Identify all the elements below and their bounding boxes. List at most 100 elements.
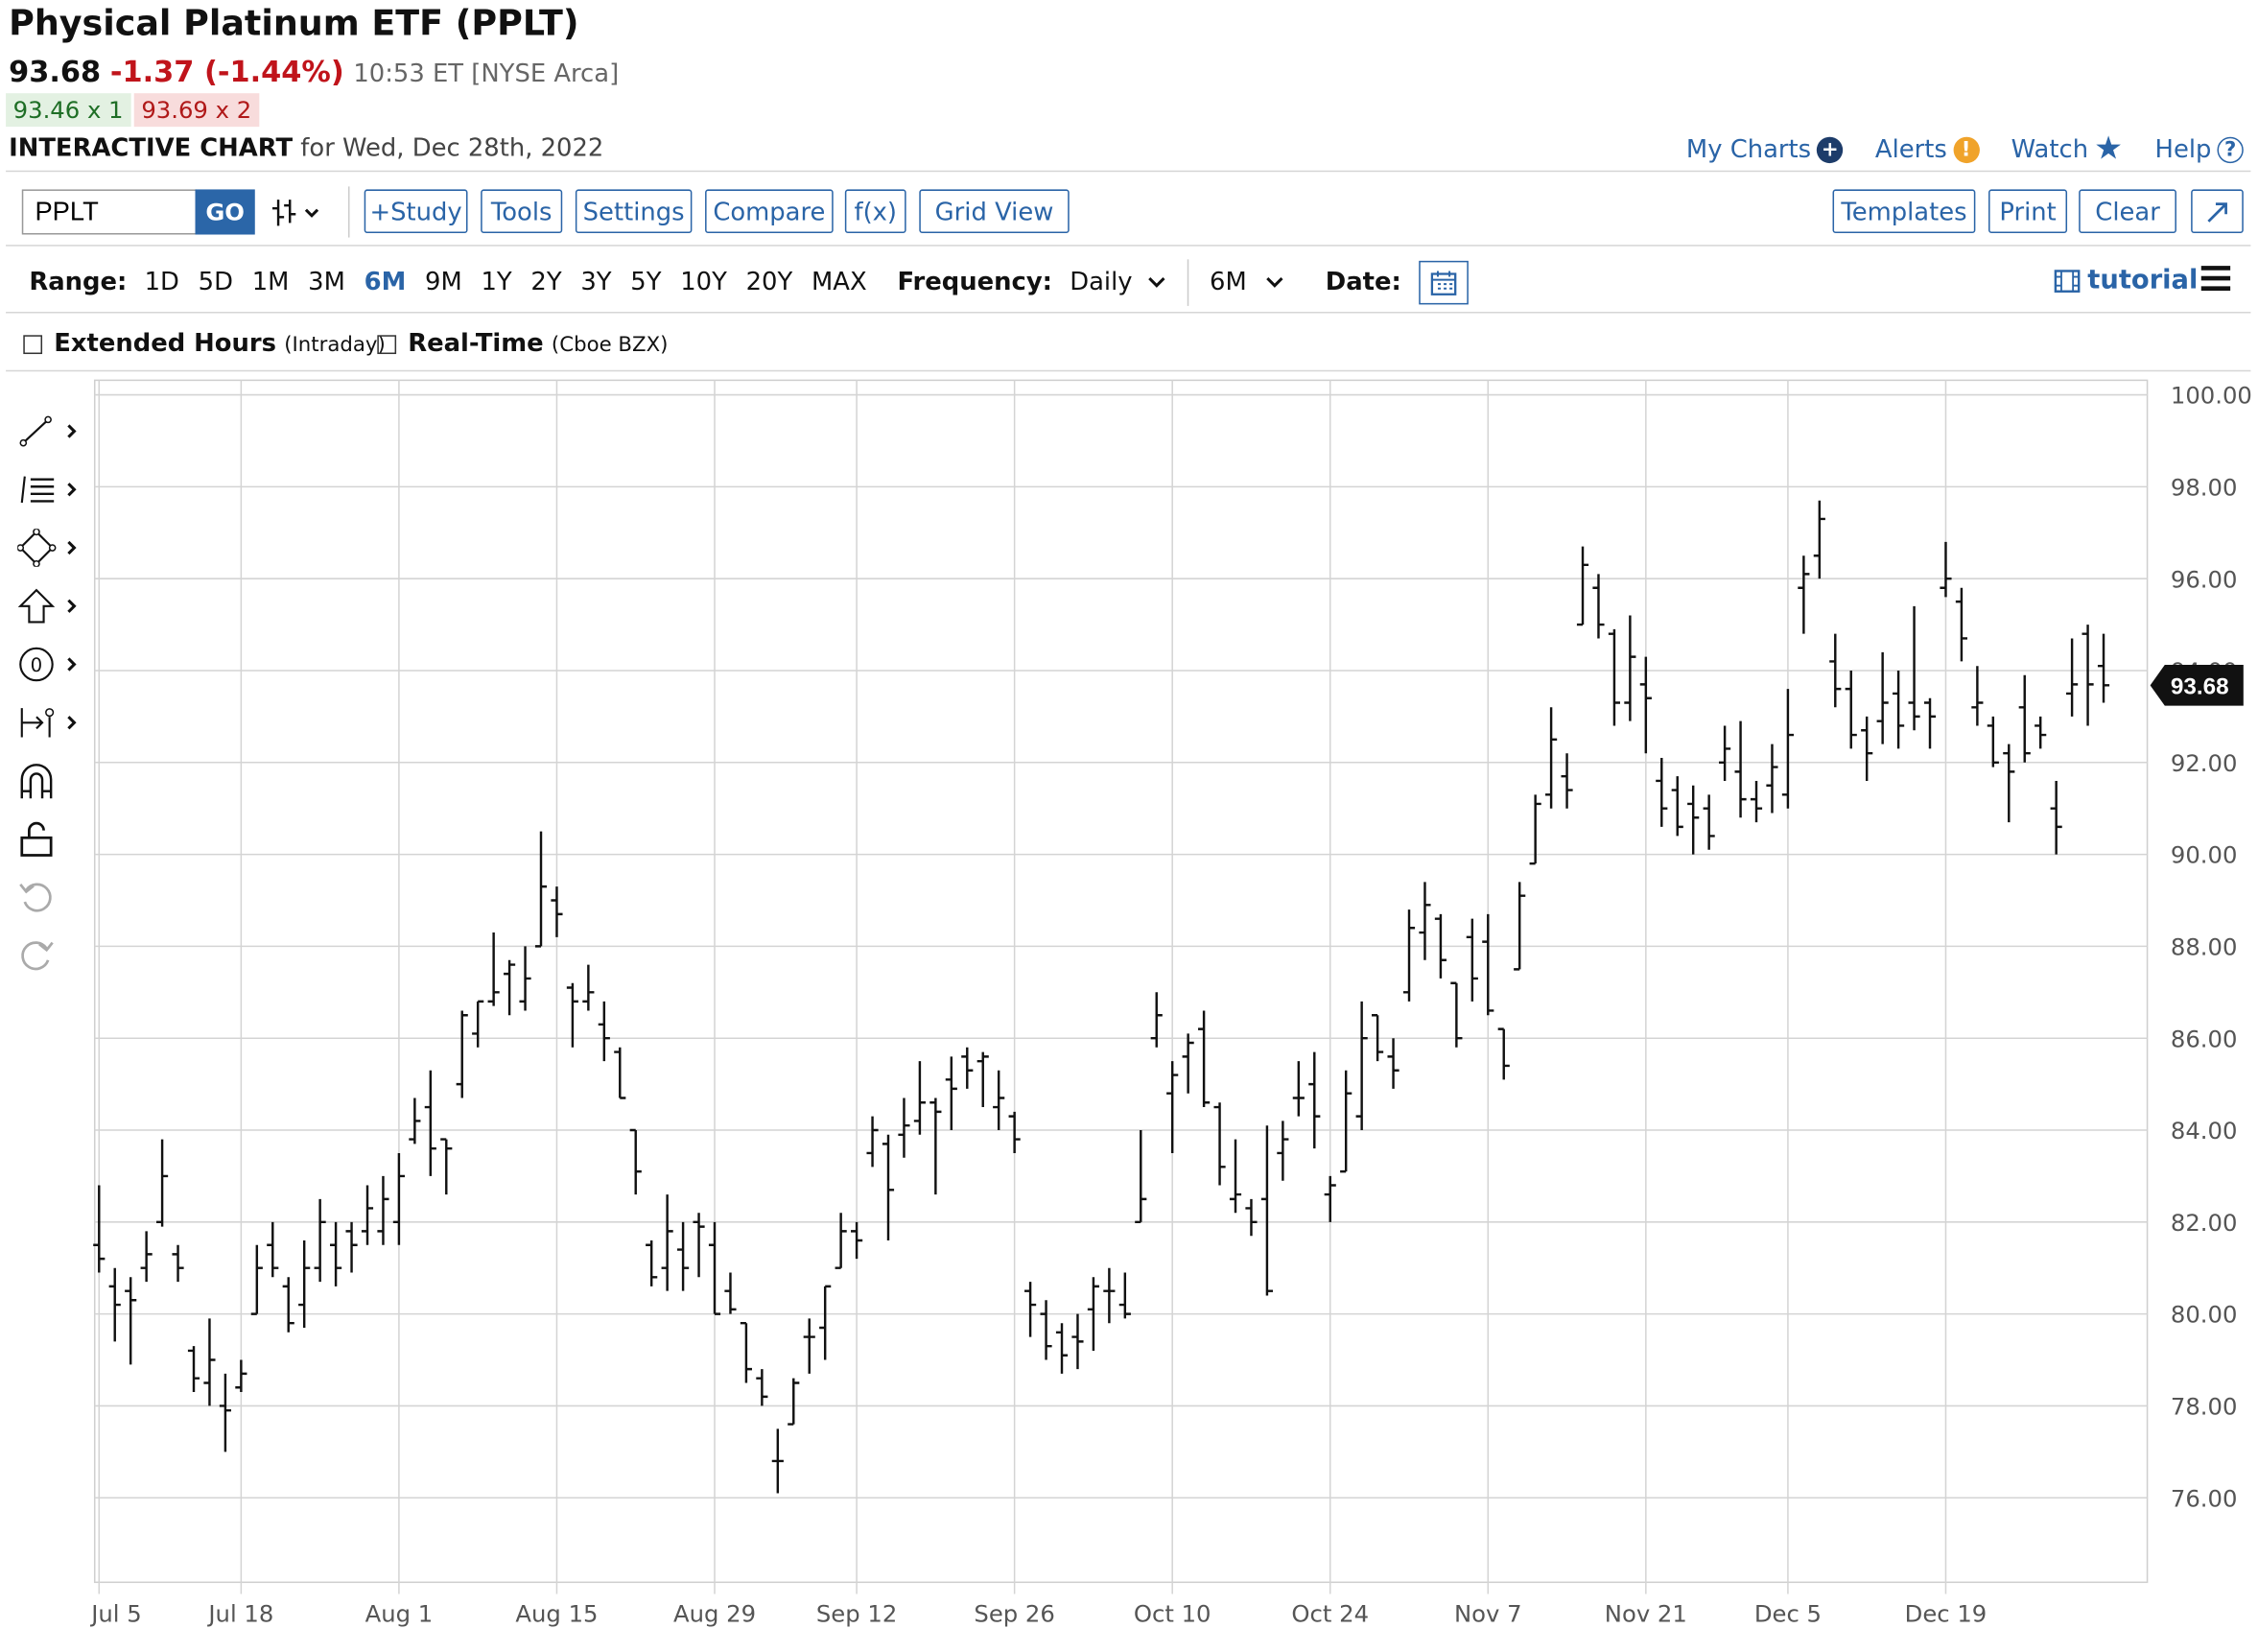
ohlc-bar: [314, 1198, 326, 1283]
symbol-input[interactable]: [21, 189, 198, 235]
undo-button[interactable]: [17, 876, 82, 920]
x-tick-label: Dec 5: [1754, 1599, 1822, 1627]
range-bar: Range: 1D 5D 1M 3M 6M 9M 1Y 2Y 3Y 5Y 10Y 20Y MAX Fre…: [29, 259, 1469, 306]
ohlc-bar: [156, 1139, 169, 1227]
range-option-5y[interactable]: 5Y: [630, 268, 662, 297]
range-option-3y[interactable]: 3Y: [580, 268, 612, 297]
ohlc-bar: [1639, 656, 1652, 754]
x-tick-label: Aug 29: [673, 1599, 756, 1627]
tutorial-link[interactable]: tutorial: [2053, 265, 2198, 295]
real-time-option[interactable]: Real-Time (Cboe BZX): [377, 329, 668, 359]
study-button[interactable]: +Study: [364, 189, 468, 233]
range-option-3m[interactable]: 3M: [308, 268, 345, 297]
chart-type-selector[interactable]: [270, 194, 328, 231]
arrow-tool[interactable]: [17, 584, 82, 628]
date-picker-button[interactable]: [1419, 260, 1469, 305]
x-tick-label: Aug 15: [515, 1599, 598, 1627]
range-option-1d[interactable]: 1D: [144, 268, 179, 297]
plot-area: [93, 379, 2149, 1584]
ohlc-bar: [1876, 651, 1889, 744]
last-price-tag-label: 93.68: [2171, 673, 2229, 699]
ohlc-bar: [1402, 909, 1416, 1002]
range-option-10y[interactable]: 10Y: [680, 268, 727, 297]
range-option-1m[interactable]: 1M: [251, 268, 290, 297]
menu-button[interactable]: [2199, 264, 2231, 293]
ohlc-bar: [1213, 1102, 1226, 1186]
range-option-1y[interactable]: 1Y: [481, 268, 512, 297]
ohlc-bar: [172, 1244, 184, 1283]
real-time-checkbox[interactable]: [377, 334, 397, 354]
ohlc-bar: [1766, 743, 1778, 814]
ohlc-bar-icon: [271, 200, 319, 226]
ohlc-bars: [93, 500, 2110, 1494]
alert-icon: !: [1952, 135, 1980, 163]
range-option-6m[interactable]: 6M: [364, 268, 407, 297]
divider: [6, 170, 2251, 173]
star-icon: ★: [2094, 130, 2124, 168]
ohlc-bar: [1071, 1313, 1084, 1370]
fibonacci-tool[interactable]: [17, 468, 82, 512]
ohlc-bar: [250, 1244, 263, 1315]
lock-tool[interactable]: [17, 817, 82, 861]
ohlc-bar: [1576, 546, 1589, 626]
ohlc-bar: [614, 1047, 626, 1099]
redo-icon: [21, 941, 54, 971]
range-option-5d[interactable]: 5D: [198, 268, 233, 297]
extended-hours-checkbox[interactable]: [23, 334, 43, 354]
ohlc-bar: [1198, 1010, 1211, 1108]
print-button[interactable]: Print: [1988, 189, 2068, 233]
my-charts-link[interactable]: My Charts +: [1686, 134, 1844, 164]
go-button[interactable]: GO: [195, 189, 255, 235]
alerts-label: Alerts: [1874, 134, 1947, 164]
chart-heading-date: for Wed, Dec 28th, 2022: [300, 133, 604, 164]
measure-tool[interactable]: [17, 700, 82, 744]
trendline-icon: [19, 415, 77, 447]
y-tick-label: 100.00: [2171, 382, 2252, 410]
ohlc-bar: [1450, 981, 1463, 1048]
real-time-label: Real-Time: [408, 329, 544, 359]
ohlc-bar: [1118, 1272, 1131, 1319]
y-tick-label: 82.00: [2171, 1209, 2238, 1237]
circle-zero-icon: 0: [19, 647, 77, 682]
trendline-tool[interactable]: [17, 410, 82, 454]
alerts-link[interactable]: Alerts !: [1874, 134, 1980, 164]
ohlc-bar: [2082, 625, 2094, 726]
x-tick-label: Sep 12: [816, 1599, 897, 1627]
ohlc-bar: [1719, 725, 1731, 781]
help-link[interactable]: Help ?: [2155, 134, 2244, 164]
measure-icon: [20, 708, 77, 738]
ohlc-bar: [851, 1221, 863, 1260]
ohlc-bar: [392, 1152, 405, 1245]
clear-button[interactable]: Clear: [2079, 189, 2176, 233]
ohlc-bar: [1734, 720, 1747, 818]
tools-button[interactable]: Tools: [481, 189, 563, 233]
expand-button[interactable]: [2191, 189, 2244, 233]
ohlc-bar: [1987, 716, 1999, 767]
compare-button[interactable]: Compare: [705, 189, 834, 233]
range-option-max[interactable]: MAX: [811, 268, 867, 297]
function-button[interactable]: f(x): [844, 189, 906, 233]
ohlc-bar: [2097, 633, 2110, 703]
redo-button[interactable]: [17, 933, 82, 978]
ohlc-bar: [1608, 628, 1621, 726]
frequency-select[interactable]: Daily: [1070, 268, 1167, 297]
shape-tool[interactable]: [17, 526, 82, 570]
grid-view-button[interactable]: Grid View: [919, 189, 1070, 233]
ohlc-bar: [1908, 605, 1920, 731]
price-chart[interactable]: 76.00 78.00 80.00 82.00 84.00 86.00 88.00 90.00…: [0, 371, 2258, 1652]
period-select[interactable]: 6M: [1210, 268, 1284, 297]
templates-button[interactable]: Templates: [1832, 189, 1976, 233]
magnet-tool[interactable]: [17, 759, 82, 803]
annotation-tool[interactable]: 0: [17, 643, 82, 687]
watch-label: Watch: [2011, 134, 2089, 164]
range-option-9m[interactable]: 9M: [425, 268, 462, 297]
extended-hours-option[interactable]: Extended Hours (Intraday): [23, 329, 386, 359]
range-option-2y[interactable]: 2Y: [530, 268, 562, 297]
chevron-down-icon: [1265, 276, 1283, 288]
ohlc-bar: [1229, 1139, 1242, 1214]
ohlc-bar: [1482, 913, 1494, 1016]
range-option-20y[interactable]: 20Y: [745, 268, 793, 297]
watch-link[interactable]: Watch ★: [2011, 131, 2123, 168]
settings-button[interactable]: Settings: [575, 189, 693, 233]
ohlc-bar: [724, 1272, 737, 1314]
